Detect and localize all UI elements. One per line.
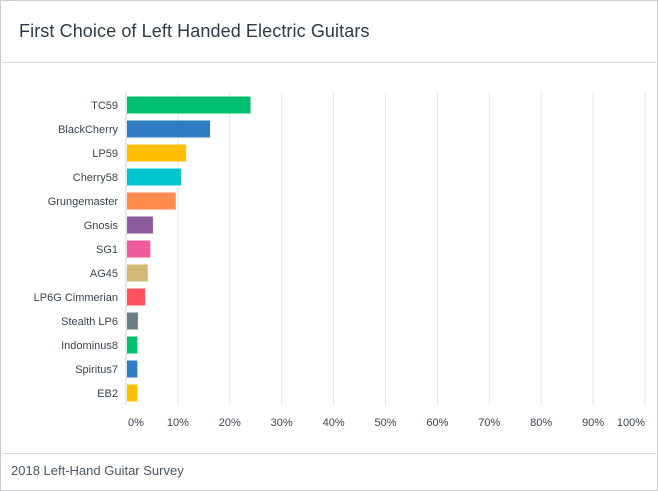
category-label: Grungemaster: [48, 196, 119, 208]
category-label: Spiritus7: [75, 364, 118, 376]
category-label: BlackCherry: [58, 124, 118, 136]
category-label: Gnosis: [84, 220, 119, 232]
category-label: AG45: [90, 268, 118, 280]
category-label: Indominus8: [61, 340, 118, 352]
tick-label: 10%: [167, 417, 189, 429]
header-divider: [2, 62, 656, 63]
category-label: LP6G Cimmerian: [34, 292, 118, 304]
footer-divider: [2, 453, 656, 454]
category-label: Stealth LP6: [61, 316, 118, 328]
category-label: Cherry58: [73, 172, 118, 184]
category-label: SG1: [96, 244, 118, 256]
tick-label: 60%: [426, 417, 448, 429]
category-label: LP59: [92, 148, 118, 160]
survey-footer: 2018 Left-Hand Guitar Survey: [11, 463, 184, 478]
bar[interactable]: [127, 288, 146, 306]
category-label: TC59: [91, 100, 118, 112]
tick-label: 80%: [530, 417, 552, 429]
tick-label: 40%: [323, 417, 345, 429]
tick-label: 0%: [128, 417, 144, 429]
bar[interactable]: [127, 168, 181, 186]
bar[interactable]: [127, 192, 176, 210]
bar[interactable]: [127, 120, 211, 138]
bar[interactable]: [127, 336, 138, 354]
bar[interactable]: [127, 360, 138, 378]
chart-title: First Choice of Left Handed Electric Gui…: [19, 21, 370, 41]
tick-label: 50%: [374, 417, 396, 429]
bar[interactable]: [127, 384, 138, 402]
bar[interactable]: [127, 264, 148, 282]
tick-label: 30%: [271, 417, 293, 429]
tick-label: 20%: [219, 417, 241, 429]
bar[interactable]: [127, 96, 251, 114]
bar[interactable]: [127, 240, 151, 258]
category-label: EB2: [97, 388, 118, 400]
tick-label: 70%: [478, 417, 500, 429]
bar[interactable]: [127, 216, 153, 234]
tick-label: 100%: [617, 417, 645, 429]
bar[interactable]: [127, 312, 138, 330]
bar[interactable]: [127, 144, 187, 162]
tick-label: 90%: [582, 417, 604, 429]
